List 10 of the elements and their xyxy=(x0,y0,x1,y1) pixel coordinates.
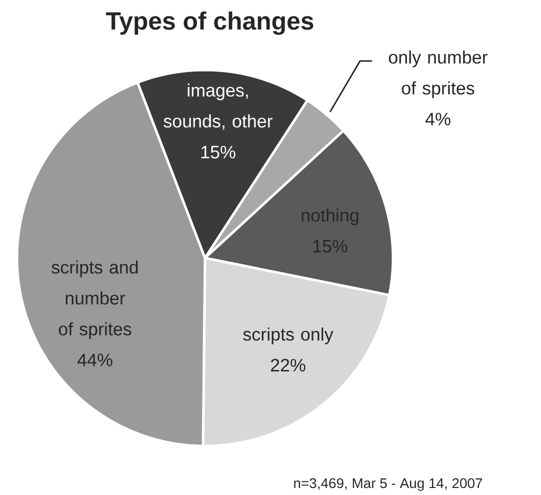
data-label: 4% xyxy=(425,112,450,126)
slice-label: scripts only xyxy=(243,328,334,344)
slice-label: images, sounds, other xyxy=(164,84,273,130)
data-label: 22% xyxy=(270,358,306,372)
data-label: 44% xyxy=(77,354,112,366)
data-label: 15% xyxy=(201,146,236,158)
chart-title: Types of changes xyxy=(106,12,314,35)
slice-label: only number of sprites xyxy=(388,50,488,98)
slice-label: scripts and number of sprites xyxy=(52,260,138,339)
text: n=3,469, Mar 5 - Aug 14, 2007 xyxy=(294,478,482,491)
